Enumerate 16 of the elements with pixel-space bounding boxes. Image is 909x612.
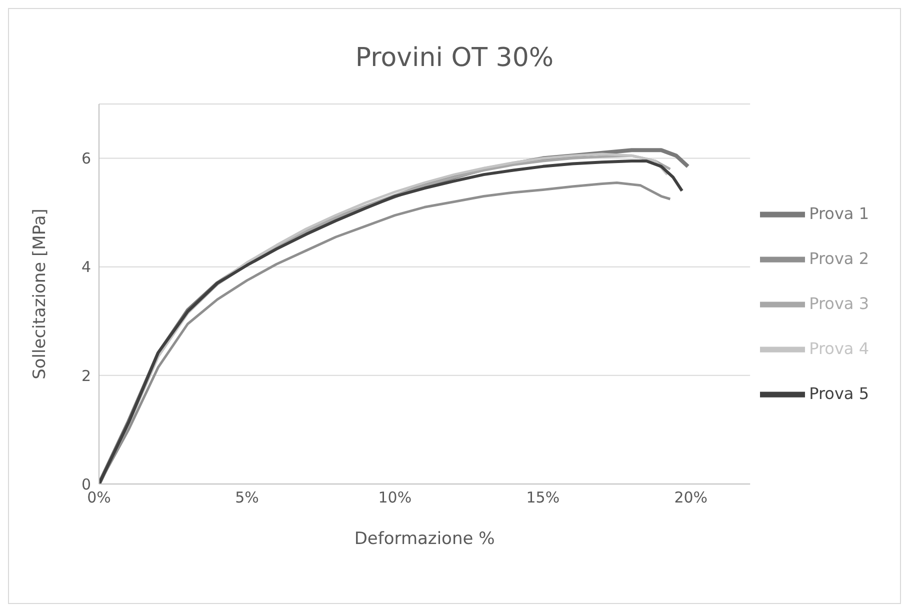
y-tick-label: 2 [81,366,91,385]
x-tick-label: 0% [87,488,111,507]
legend-label: Prova 4 [809,338,869,358]
chart-title: Provini OT 30% [354,43,555,73]
x-tick-label: 20% [674,488,708,507]
legend-label: Prova 2 [809,248,869,268]
y-tick-label: 6 [81,150,91,168]
x-tick-label: 15% [526,488,560,507]
x-tick-label: 5% [235,488,259,507]
legend-label: Prova 3 [809,293,869,312]
legend-label: Prova 1 [809,203,869,222]
legend-label: Prova 5 [809,383,869,402]
y-axis-title: Sollecitazione [MPa] [30,208,50,380]
y-tick-label: 4 [81,258,91,276]
x-axis-title: Deformazione % [354,529,495,549]
x-tick-label: 10% [378,488,412,507]
